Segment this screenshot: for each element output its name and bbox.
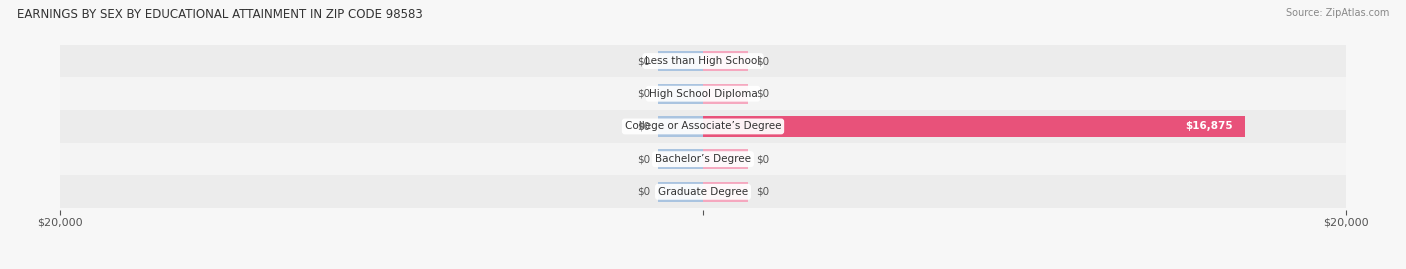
Text: $0: $0 [637,56,650,66]
Bar [60,110,1346,143]
Text: High School Diploma: High School Diploma [648,89,758,99]
Text: Source: ZipAtlas.com: Source: ZipAtlas.com [1285,8,1389,18]
Bar [658,51,703,71]
Text: $0: $0 [756,89,769,99]
Bar [658,182,703,202]
Text: $16,875: $16,875 [1185,121,1233,132]
Text: $0: $0 [637,121,650,132]
Text: $0: $0 [637,154,650,164]
Text: $0: $0 [756,187,769,197]
Text: $0: $0 [637,89,650,99]
Bar [60,45,1346,77]
Bar [703,116,1246,137]
Bar [703,182,748,202]
Bar [703,51,748,71]
Text: Less than High School: Less than High School [645,56,761,66]
Text: Graduate Degree: Graduate Degree [658,187,748,197]
Bar [703,149,748,169]
Text: $0: $0 [756,56,769,66]
Text: College or Associate’s Degree: College or Associate’s Degree [624,121,782,132]
Bar [60,143,1346,175]
Text: Bachelor’s Degree: Bachelor’s Degree [655,154,751,164]
Bar [658,84,703,104]
Bar [658,116,703,137]
Text: EARNINGS BY SEX BY EDUCATIONAL ATTAINMENT IN ZIP CODE 98583: EARNINGS BY SEX BY EDUCATIONAL ATTAINMEN… [17,8,423,21]
Text: $0: $0 [756,154,769,164]
Bar [60,175,1346,208]
Bar [658,149,703,169]
Bar [703,84,748,104]
Bar [60,77,1346,110]
Text: $0: $0 [637,187,650,197]
